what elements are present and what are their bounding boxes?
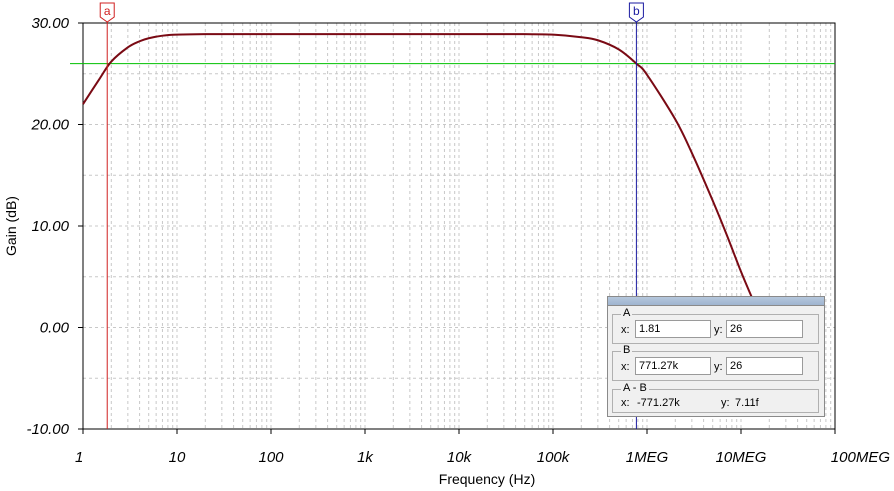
cursor-diff-x-label: x: [621, 397, 630, 409]
cursor-b-x-label: x: [621, 361, 630, 373]
cursor-b-title: B [621, 344, 633, 356]
y-tick-label: 0.00 [40, 320, 70, 337]
x-tick-label: 1MEG [626, 449, 669, 466]
cursor-a-title: A [621, 307, 633, 319]
x-axis-label: Frequency (Hz) [439, 471, 535, 487]
cursor-b-y-field[interactable]: 26 [726, 357, 803, 375]
x-tick-label: 100MEG [831, 449, 891, 466]
cursor-diff-group: A - B x: -771.27k y: 7.11f [612, 382, 819, 413]
cursor-readout-panel[interactable]: A x: 1.81 y: 26 B x: 771.27k y: 26 A - B… [607, 296, 825, 417]
y-tick-label: 30.00 [31, 15, 69, 32]
cursor-a-x-label: x: [621, 324, 630, 336]
cursor-b-x-field[interactable]: 771.27k [635, 357, 711, 375]
x-tick-label: 100k [537, 449, 571, 466]
cursor-a-y-field[interactable]: 26 [726, 320, 803, 338]
x-tick-label: 10MEG [716, 449, 767, 466]
y-axis-label: Gain (dB) [3, 196, 19, 256]
cursor-diff-y-value: 7.11f [735, 397, 759, 409]
panel-titlebar[interactable] [608, 297, 824, 306]
cursor-b-handle[interactable] [628, 2, 644, 23]
cursor-a-x-field[interactable]: 1.81 [635, 320, 711, 338]
cursor-b-group: B x: 771.27k y: 26 [612, 344, 819, 381]
cursor-a-handle[interactable] [99, 2, 115, 23]
cursor-diff-title: A - B [621, 382, 649, 394]
cursor-a-y-label: y: [714, 324, 723, 336]
cursor-diff-x-value: -771.27k [637, 397, 680, 409]
gain-curve [82, 33, 753, 298]
x-tick-label: 10k [447, 449, 473, 466]
x-tick-label: 1k [357, 449, 374, 466]
x-tick-label: 1 [75, 449, 83, 466]
x-tick-label: 100 [258, 449, 284, 466]
y-tick-label: -10.00 [26, 421, 69, 438]
x-tick-label: 10 [169, 449, 186, 466]
axis-ticks: 30.00 20.00 10.00 0.00 -10.00 1 10 100 1k 10k 100k… [26, 15, 890, 466]
cursor-b-y-label: y: [714, 361, 723, 373]
cursor-diff-y-label: y: [721, 397, 730, 409]
cursor-a-label: a [104, 4, 111, 18]
y-tick-label: 20.00 [30, 117, 69, 134]
cursor-a-group: A x: 1.81 y: 26 [612, 307, 819, 344]
y-tick-label: 10.00 [31, 218, 69, 235]
cursor-b-label: b [633, 4, 640, 18]
